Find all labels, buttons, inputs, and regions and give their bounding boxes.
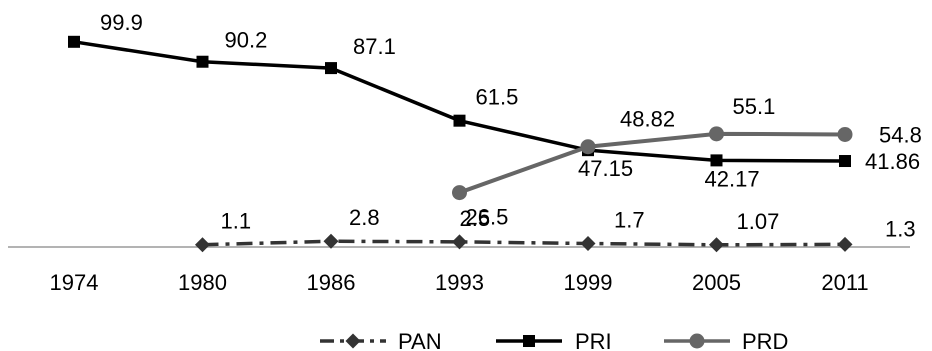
data-point-prd xyxy=(709,126,724,142)
legend-item-pan: PAN xyxy=(320,329,442,351)
data-point-pri xyxy=(839,155,851,168)
legend-marker-pan xyxy=(345,333,361,349)
data-label-prd: 26.5 xyxy=(466,205,509,230)
data-label-pan: 1.3 xyxy=(885,216,916,241)
data-label-prd: 55.1 xyxy=(733,94,776,119)
data-point-pan xyxy=(837,236,853,252)
series-line-pan xyxy=(202,239,846,247)
legend-label: PRD xyxy=(742,329,788,351)
x-tick-label: 2005 xyxy=(692,270,741,295)
data-point-pan xyxy=(195,237,210,253)
data-point-pri xyxy=(68,35,80,48)
data-label-pan: 1.07 xyxy=(737,209,780,234)
x-tick-label: 1986 xyxy=(307,270,356,295)
data-label-pan: 1.1 xyxy=(221,209,252,234)
data-label-prd: 54.8 xyxy=(879,122,922,147)
data-point-pri xyxy=(453,114,466,127)
data-point-pri xyxy=(196,55,209,68)
legend: PAN PRI PRD xyxy=(320,329,788,351)
series-pri: 99.9 90.2 87.1 61.5 47.15 42.17 41.86 xyxy=(68,10,920,191)
x-tick-label: 1974 xyxy=(50,270,99,295)
data-point-pan xyxy=(323,233,339,249)
series-prd: 26.5 48.82 55.1 54.8 xyxy=(452,94,922,230)
legend-marker-prd xyxy=(689,333,705,349)
x-axis-ticks: 1974 1980 1986 1993 1999 2005 2011 xyxy=(50,270,869,295)
legend-item-pri: PRI xyxy=(496,329,612,351)
x-tick-label: 1999 xyxy=(564,270,613,295)
data-label-pan: 2.5 xyxy=(460,206,491,231)
data-point-pan xyxy=(452,234,467,250)
data-point-pri xyxy=(325,62,337,75)
legend-label: PAN xyxy=(398,329,442,351)
data-label-pri: 47.15 xyxy=(578,156,633,181)
data-label-pri: 90.2 xyxy=(225,28,268,53)
x-tick-label: 1980 xyxy=(178,270,227,295)
series-line-pri xyxy=(73,40,846,163)
data-label-prd: 48.82 xyxy=(620,107,675,132)
data-point-prd xyxy=(837,126,853,142)
data-point-prd xyxy=(580,139,596,155)
series-line-prd xyxy=(458,131,846,195)
data-point-pan xyxy=(709,237,724,253)
data-point-pan xyxy=(580,236,596,252)
x-tick-label: 2011 xyxy=(821,270,868,295)
data-label-pri: 42.17 xyxy=(705,166,760,191)
data-point-prd xyxy=(452,185,467,201)
legend-marker-pri xyxy=(523,335,535,347)
data-point-pri xyxy=(710,154,723,167)
data-label-pri: 41.86 xyxy=(865,149,920,174)
data-label-pan: 1.7 xyxy=(614,208,645,233)
series-layer: 1.1 2.8 2.5 1.7 1.07 1.3 99.9 90.2 87.1 61.5 47.15… xyxy=(68,10,922,253)
data-label-pan: 2.8 xyxy=(349,205,380,230)
series-pan: 1.1 2.8 2.5 1.7 1.07 1.3 xyxy=(195,205,916,253)
data-label-pri: 61.5 xyxy=(476,85,519,110)
data-label-pri: 99.9 xyxy=(100,10,143,35)
legend-label: PRI xyxy=(575,329,612,351)
x-tick-label: 1993 xyxy=(435,270,484,295)
legend-item-prd: PRD xyxy=(664,329,788,351)
data-label-pri: 87.1 xyxy=(353,34,396,59)
